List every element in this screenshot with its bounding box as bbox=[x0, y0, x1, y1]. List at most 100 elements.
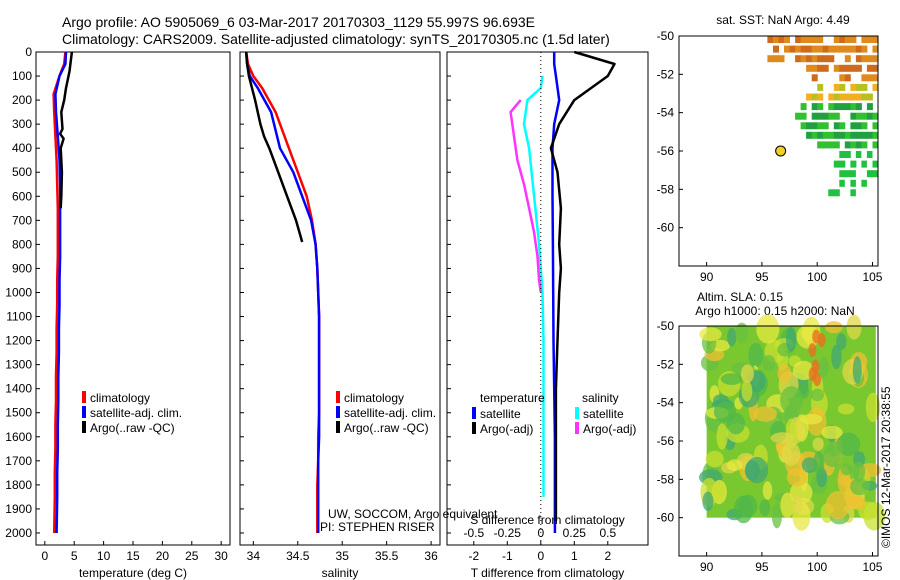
top-x-tick-label: 0 bbox=[537, 526, 544, 540]
top-x-tick-label: 0.25 bbox=[563, 526, 587, 540]
sla-blob bbox=[759, 499, 771, 517]
legend-swatch bbox=[336, 406, 340, 418]
sla-blob bbox=[825, 491, 850, 520]
sla-blob bbox=[726, 459, 743, 472]
sst-cell bbox=[773, 55, 779, 63]
x-tick-label: 2 bbox=[604, 549, 611, 563]
map-x-tick-label: 105 bbox=[862, 560, 882, 574]
sst-cell bbox=[828, 189, 835, 197]
sst-cell bbox=[828, 112, 835, 120]
sst-cell bbox=[817, 45, 824, 53]
sla-blob bbox=[780, 386, 803, 415]
sst-cell bbox=[806, 45, 813, 53]
map-x-tick-label: 90 bbox=[700, 560, 714, 574]
sst-cell bbox=[850, 189, 857, 197]
depth-tick-label: 800 bbox=[12, 237, 32, 251]
sst-cell bbox=[833, 141, 840, 149]
temperature-panel: 0100200300400500600700800900100011001200… bbox=[5, 45, 231, 580]
sst-cell bbox=[839, 151, 846, 158]
sst-cell bbox=[806, 122, 813, 130]
sla-blob bbox=[741, 380, 753, 402]
depth-tick-label: 1000 bbox=[5, 285, 32, 299]
legend-label: Argo(..raw -QC) bbox=[90, 421, 175, 435]
sst-cell bbox=[773, 36, 779, 43]
sst-cell bbox=[872, 45, 879, 53]
credit-line1: UW, SOCCOM, Argo equivalent bbox=[328, 507, 498, 521]
x-axis-label: T difference from climatology bbox=[471, 566, 625, 580]
map-y-tick-label: -56 bbox=[657, 144, 675, 158]
sst-cell bbox=[861, 36, 868, 43]
sla-blob bbox=[702, 491, 714, 511]
sst-cell bbox=[817, 64, 824, 72]
sst-cell bbox=[817, 36, 824, 43]
series-line-satellite-adj-clim- bbox=[54, 51, 68, 534]
sst-cell bbox=[866, 93, 873, 101]
top-x-tick-label: -0.5 bbox=[463, 526, 484, 540]
sst-cell bbox=[822, 64, 829, 72]
sst-cell bbox=[861, 74, 868, 82]
sst-cell bbox=[806, 93, 813, 101]
depth-tick-label: 900 bbox=[12, 261, 32, 275]
sst-cell bbox=[850, 122, 857, 130]
header-line1: Argo profile: AO 5905069_6 03-Mar-2017 2… bbox=[62, 14, 535, 30]
x-tick-label: 35 bbox=[336, 549, 350, 563]
sla-map-title: Altim. SLA: 0.15 bbox=[697, 290, 783, 304]
sla-blob bbox=[852, 461, 866, 482]
sst-cell bbox=[833, 179, 840, 187]
sst-cell bbox=[833, 93, 840, 101]
sla-blob bbox=[762, 481, 773, 500]
salinity-panel: 34 34.5 35 35.5 36 salinity climatologysatelli… bbox=[239, 51, 441, 580]
sst-cell bbox=[833, 189, 840, 197]
legend-title-temperature: temperature bbox=[480, 391, 545, 405]
map-y-tick-label: -50 bbox=[657, 29, 675, 43]
sst-cell bbox=[861, 45, 868, 53]
sst-cell bbox=[822, 45, 829, 53]
sst-cell bbox=[872, 112, 879, 120]
sst-cell bbox=[855, 83, 862, 91]
sst-cell bbox=[866, 131, 873, 139]
x-tick-label: 34.5 bbox=[286, 549, 310, 563]
sst-cell bbox=[839, 93, 846, 101]
sst-cell bbox=[872, 122, 879, 130]
sst-cell bbox=[855, 55, 862, 63]
sla-blob bbox=[727, 327, 737, 347]
legend-label: climatology bbox=[344, 391, 404, 405]
sst-map-title: sat. SST: NaN Argo: 4.49 bbox=[716, 13, 850, 27]
sst-cell bbox=[844, 151, 851, 158]
legend-label: satellite bbox=[583, 407, 624, 421]
sst-cell bbox=[795, 36, 802, 43]
map-x-tick-label: 105 bbox=[862, 270, 882, 284]
sla-blob bbox=[796, 324, 820, 349]
sst-cell bbox=[828, 103, 835, 111]
sst-cell bbox=[872, 151, 879, 158]
legend-label: satellite-adj. clim. bbox=[344, 406, 436, 420]
sst-cell bbox=[839, 131, 846, 139]
top-x-axis-label: S difference from climatology bbox=[470, 513, 625, 527]
depth-tick-label: 0 bbox=[25, 45, 32, 59]
sla-blob bbox=[810, 388, 825, 402]
sst-cell bbox=[855, 45, 862, 53]
legend-label: Argo(-adj) bbox=[583, 422, 636, 436]
sst-cell bbox=[866, 160, 873, 168]
sst-cell bbox=[817, 55, 824, 63]
sla-blob bbox=[699, 327, 722, 342]
sla-blob bbox=[745, 456, 769, 484]
sla-blob bbox=[865, 392, 881, 422]
legend-swatch bbox=[472, 407, 476, 419]
sst-cell bbox=[822, 112, 829, 120]
argo-location-marker bbox=[775, 145, 787, 157]
sst-cell bbox=[822, 141, 829, 149]
sst-cell bbox=[811, 74, 818, 82]
sst-cell bbox=[817, 83, 824, 91]
sst-cell bbox=[844, 74, 851, 82]
x-tick-label: 10 bbox=[97, 549, 111, 563]
sla-blob bbox=[748, 342, 764, 368]
sst-cell bbox=[833, 103, 840, 111]
depth-tick-label: 1400 bbox=[5, 382, 32, 396]
sla-blob bbox=[849, 496, 866, 511]
sla-blob bbox=[821, 425, 843, 439]
map-x-tick-label: 95 bbox=[755, 270, 769, 284]
sla-blob bbox=[780, 492, 795, 518]
depth-tick-label: 300 bbox=[12, 117, 32, 131]
legend-label: satellite bbox=[480, 407, 521, 421]
